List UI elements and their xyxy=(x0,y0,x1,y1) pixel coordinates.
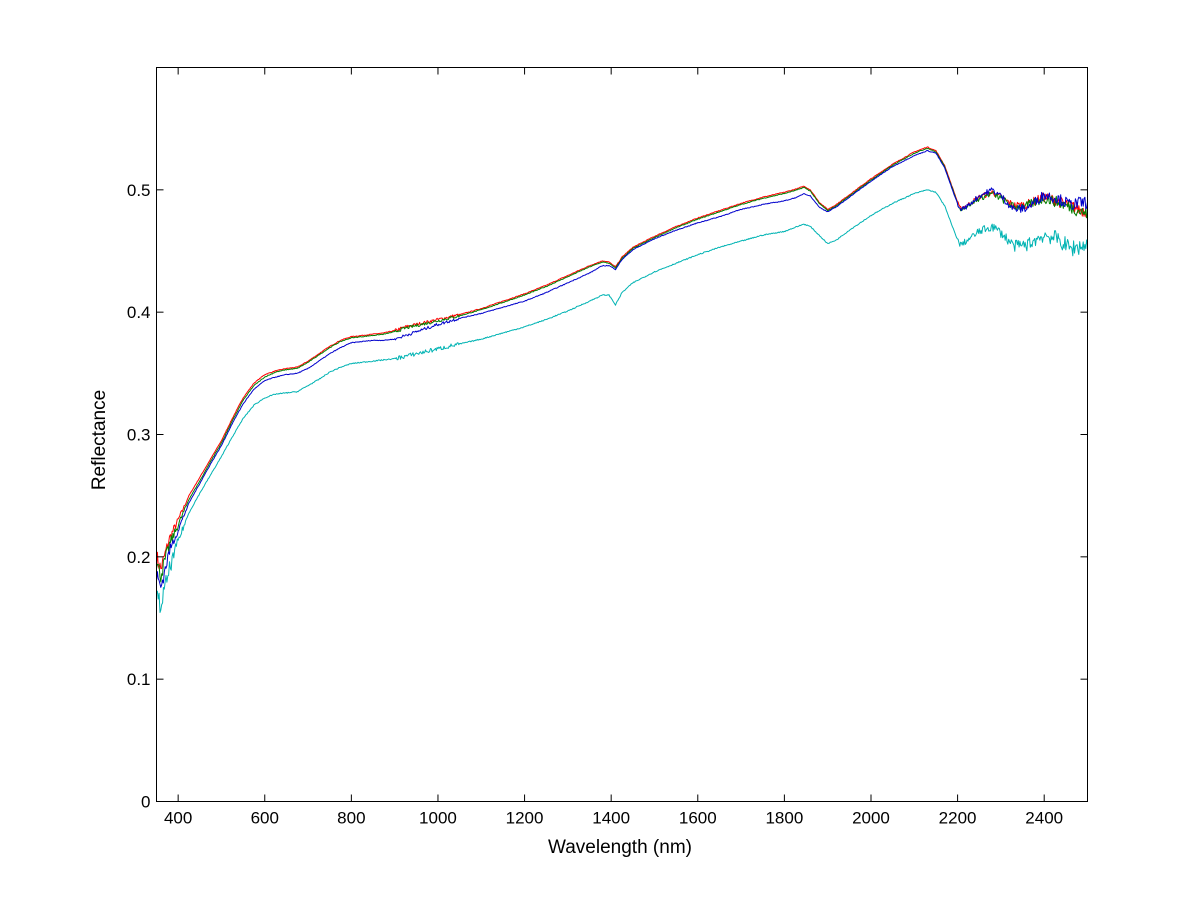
series-line-4 xyxy=(156,189,1088,613)
x-tick-label: 2000 xyxy=(852,809,890,828)
x-tick-label: 1000 xyxy=(419,809,457,828)
x-tick-label: 1400 xyxy=(592,809,630,828)
x-tick-label: 1600 xyxy=(679,809,717,828)
series-layer xyxy=(156,146,1088,613)
series-line-1 xyxy=(156,146,1088,570)
x-tick-label: 1200 xyxy=(506,809,544,828)
tick-layer: 400 600 800 1000 1200 1400 1600 1800 2000 2200 240… xyxy=(127,67,1088,828)
series-line-2 xyxy=(156,148,1088,583)
y-tick-label: 0.1 xyxy=(127,670,151,689)
x-tick-label: 1800 xyxy=(765,809,803,828)
y-tick-label: 0.3 xyxy=(127,426,151,445)
series-line-3 xyxy=(156,150,1088,588)
y-tick-label: 0 xyxy=(141,793,150,812)
y-axis-label: Reflectance xyxy=(89,390,110,490)
x-tick-label: 400 xyxy=(164,809,192,828)
x-tick-label: 2400 xyxy=(1025,809,1063,828)
x-tick-label: 600 xyxy=(251,809,279,828)
y-tick-label: 0.2 xyxy=(127,548,151,567)
y-tick-label: 0.5 xyxy=(127,181,151,200)
x-tick-label: 800 xyxy=(337,809,365,828)
y-tick-label: 0.4 xyxy=(127,303,151,322)
x-axis-label: Wavelength (nm) xyxy=(548,837,692,858)
x-tick-label: 2200 xyxy=(939,809,977,828)
